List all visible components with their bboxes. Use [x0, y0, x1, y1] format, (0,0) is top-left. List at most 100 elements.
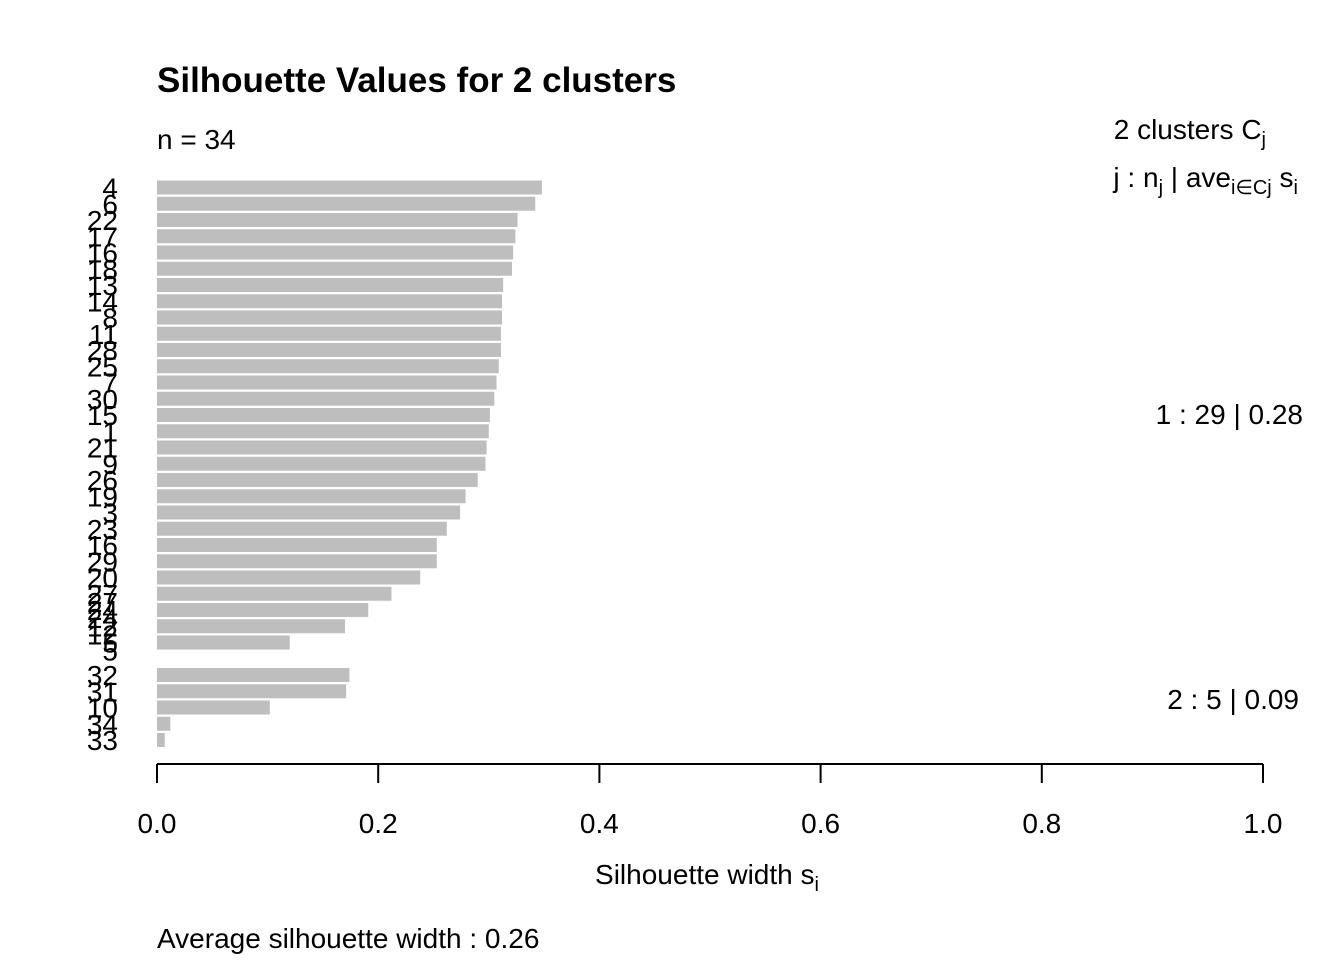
row-label-1-9: 8 — [102, 303, 118, 334]
row-label-1-18: 9 — [102, 449, 118, 480]
legend-header-line1: 2 clusters Cj — [1114, 114, 1266, 151]
x-tick-label-5: 1.0 — [1244, 808, 1283, 839]
silhouette-bar-1-11 — [157, 343, 501, 357]
row-label-1-27: 24 — [87, 595, 118, 626]
silhouette-bar-1-22 — [157, 521, 447, 536]
x-axis-label-text: Silhouette width s — [595, 859, 814, 890]
x-axis: 0.0 0.2 0.4 0.6 0.8 1.0 — [138, 763, 1283, 839]
x-tick-label-1: 0.2 — [359, 808, 398, 839]
row-label-1-24: 29 — [87, 546, 118, 577]
silhouette-bar-1-27 — [157, 603, 369, 617]
legend-line2-b: | ave — [1163, 162, 1231, 193]
row-label-1-4: 17 — [87, 221, 118, 252]
silhouette-bar-1-20 — [157, 489, 466, 504]
silhouette-bar-1-1 — [157, 180, 542, 195]
silhouette-bar-1-16 — [157, 424, 489, 439]
row-label-2-4: 34 — [87, 709, 118, 740]
silhouette-bar-2-4 — [157, 716, 171, 731]
row-label-1-5: 16 — [87, 238, 118, 269]
legend-line2-c: s — [1272, 162, 1294, 193]
silhouette-bar-1-13 — [157, 375, 497, 390]
row-label-1-2: 6 — [102, 189, 118, 220]
row-label-1-6: 18 — [87, 254, 118, 285]
row-label-extra-30: 27 — [87, 587, 118, 618]
silhouette-bar-1-6 — [157, 261, 513, 276]
row-label-1-25: 20 — [87, 563, 118, 594]
x-axis-label-sub: i — [815, 874, 819, 896]
row-label-1-28: 12 — [87, 611, 118, 642]
silhouette-bar-1-23 — [157, 538, 437, 552]
x-tick-label-0: 0.0 — [138, 808, 177, 839]
row-label-1-23: 16 — [87, 530, 118, 561]
silhouette-bar-1-24 — [157, 554, 437, 569]
legend-header-line2: j : nj | avei∈Cj si — [1112, 162, 1298, 199]
row-label-1-17: 21 — [87, 433, 118, 464]
row-label-extra-31: 24 — [87, 603, 118, 634]
legend-line1-text: 2 clusters C — [1114, 114, 1262, 145]
row-label-2-5: 33 — [87, 725, 118, 756]
row-label-1-14: 30 — [87, 384, 118, 415]
silhouette-bar-1-3 — [157, 213, 518, 227]
average-silhouette-width: Average silhouette width : 0.26 — [157, 923, 539, 954]
silhouette-bar-1-8 — [157, 294, 503, 309]
x-tick-label-3: 0.6 — [801, 808, 840, 839]
row-label-1-21: 3 — [102, 498, 118, 529]
legend-line2-b-sub: i∈Cj — [1231, 177, 1272, 199]
legend-line2-a: j : n — [1112, 162, 1158, 193]
row-label-2-2: 31 — [87, 676, 118, 707]
silhouette-bar-2-3 — [157, 700, 270, 715]
row-label-1-12: 25 — [87, 351, 118, 382]
row-labels-group: 4622171618131481128257301512192619323162… — [87, 173, 118, 757]
x-axis-label: Silhouette width si — [595, 859, 819, 896]
silhouette-bar-2-5 — [157, 733, 165, 747]
silhouette-bar-1-12 — [157, 359, 499, 374]
legend-line2-a-sub: j — [1158, 177, 1163, 199]
row-label-1-26: 27 — [87, 579, 118, 610]
legend-line1-sub: j — [1261, 129, 1266, 151]
chart-title: Silhouette Values for 2 clusters — [157, 61, 676, 100]
silhouette-bar-1-4 — [157, 229, 516, 244]
row-label-1-11: 28 — [87, 335, 118, 366]
row-label-1-15: 15 — [87, 400, 118, 431]
silhouette-bar-1-14 — [157, 391, 495, 406]
silhouette-bar-1-2 — [157, 196, 536, 211]
silhouette-bar-1-15 — [157, 408, 490, 422]
n-label: n = 34 — [157, 124, 236, 155]
x-tick-label-4: 0.8 — [1022, 808, 1061, 839]
row-label-1-19: 26 — [87, 465, 118, 496]
silhouette-bar-1-9 — [157, 310, 503, 325]
row-label-extra-33: 5 — [102, 636, 118, 667]
silhouette-bar-1-28 — [157, 619, 346, 634]
silhouette-bar-1-19 — [157, 473, 478, 487]
row-label-1-16: 1 — [102, 416, 118, 447]
silhouette-bar-2-2 — [157, 684, 347, 699]
legend-header: 2 clusters Cj j : nj | avei∈Cj si — [1112, 114, 1298, 199]
silhouette-bar-1-17 — [157, 440, 487, 455]
silhouette-bar-1-25 — [157, 570, 421, 585]
row-label-1-8: 14 — [87, 286, 118, 317]
row-label-1-10: 11 — [89, 319, 118, 350]
silhouette-bar-1-18 — [157, 456, 486, 471]
silhouette-bar-2-1 — [157, 668, 350, 682]
row-label-2-1: 32 — [87, 660, 118, 691]
silhouette-bar-1-10 — [157, 326, 501, 341]
row-label-1-22: 23 — [87, 514, 118, 545]
row-label-2-3: 10 — [87, 693, 118, 724]
row-label-1-29: 5 — [102, 628, 118, 659]
legend-line2-c-sub: i — [1294, 177, 1298, 199]
cluster-2-summary: 2 : 5 | 0.09 — [1167, 684, 1299, 715]
row-label-1-13: 7 — [102, 368, 118, 399]
row-label-1-1: 4 — [102, 173, 118, 204]
x-tick-label-2: 0.4 — [580, 808, 619, 839]
silhouette-bar-1-29 — [157, 635, 290, 650]
cluster-1-summary: 1 : 29 | 0.28 — [1156, 399, 1303, 430]
silhouette-bar-1-5 — [157, 245, 514, 260]
bars-group — [157, 180, 542, 747]
silhouette-bar-1-26 — [157, 586, 392, 601]
row-label-1-3: 22 — [87, 205, 118, 236]
row-label-1-20: 19 — [87, 481, 118, 512]
silhouette-bar-1-21 — [157, 505, 461, 520]
silhouette-bar-1-7 — [157, 278, 504, 292]
row-label-extra-32: 12 — [87, 619, 118, 650]
